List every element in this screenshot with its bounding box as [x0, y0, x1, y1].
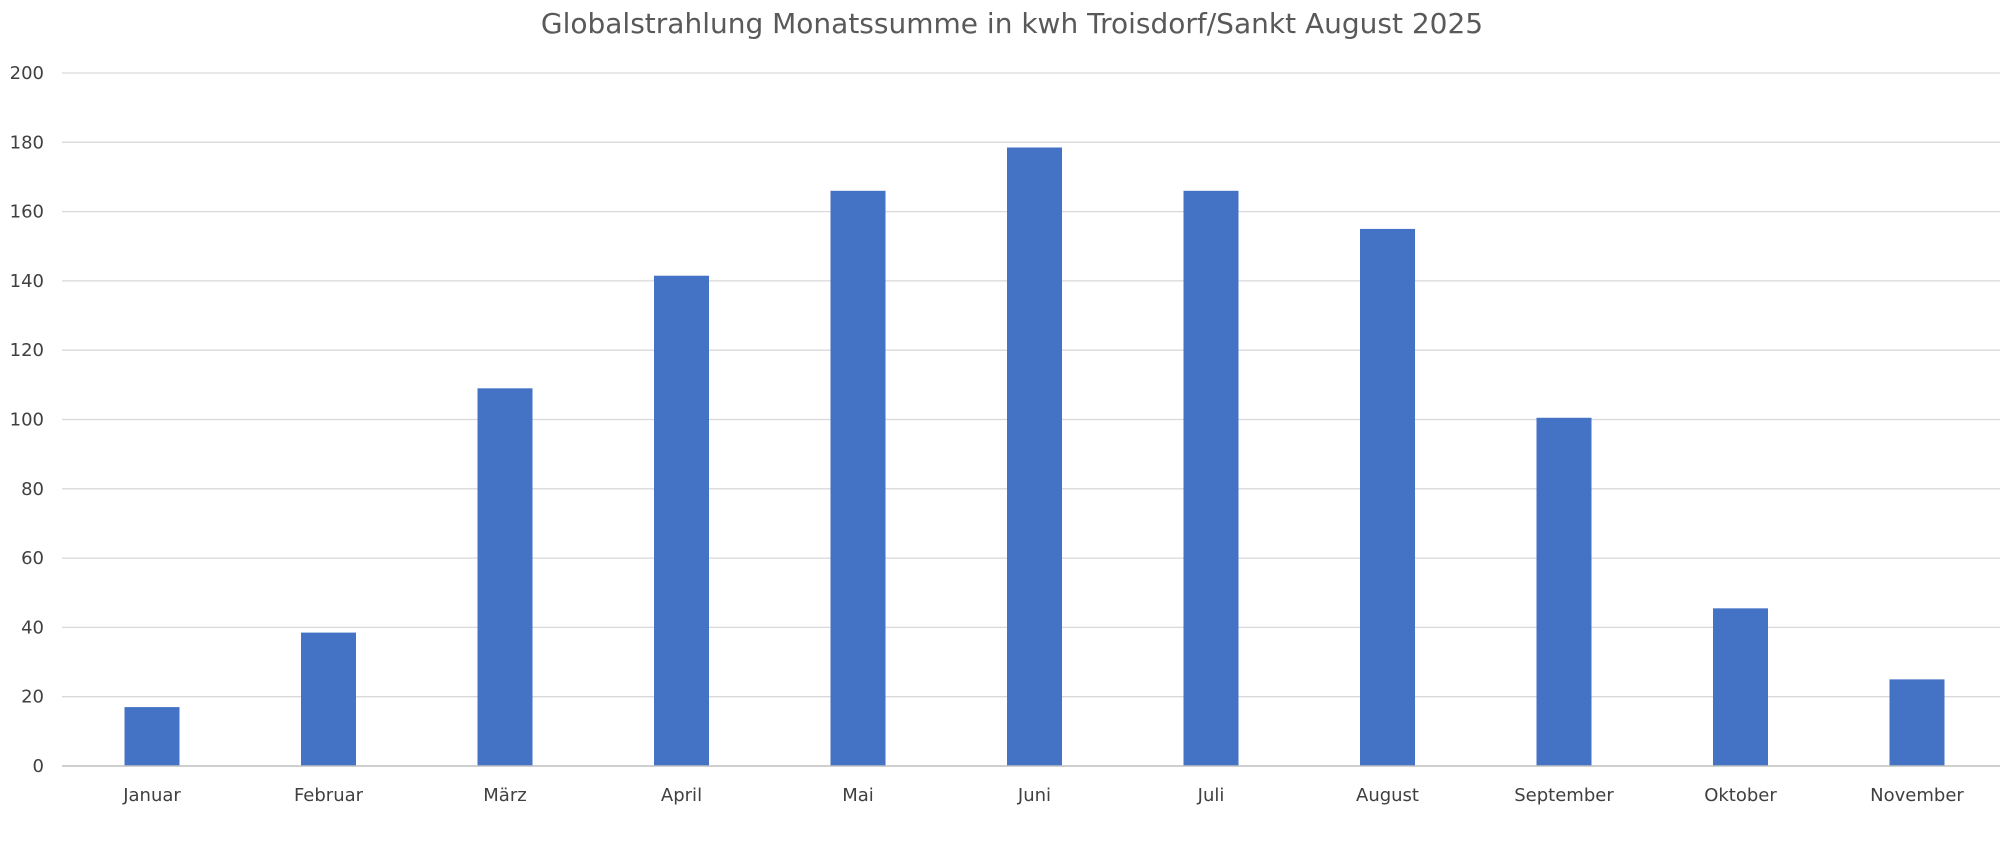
x-tick-label: September	[1514, 785, 1614, 806]
y-tick-label: 20	[21, 687, 44, 708]
bar-juli	[1183, 190, 1239, 766]
bars	[124, 147, 1945, 767]
y-axis-tick-labels: 0 20 40 60 80 100 120 140 160 180 200	[10, 63, 44, 777]
bar-november	[1889, 679, 1945, 766]
x-tick-label: Januar	[122, 785, 181, 806]
y-tick-label: 80	[21, 479, 44, 500]
x-tick-label: August	[1356, 785, 1419, 806]
y-tick-label: 180	[10, 132, 44, 153]
y-tick-label: 60	[21, 548, 44, 569]
bar-oktober	[1713, 608, 1768, 766]
chart-title: Globalstrahlung Monatssumme in kwh Trois…	[541, 7, 1483, 40]
bar-juni	[1007, 147, 1062, 766]
bar-april	[654, 275, 709, 766]
y-tick-label: 140	[10, 271, 44, 292]
bar-september	[1536, 417, 1592, 766]
bar-februar	[301, 632, 356, 766]
x-tick-label: Juli	[1197, 785, 1225, 806]
y-tick-label: 40	[21, 617, 44, 638]
bar-mai	[830, 190, 886, 766]
x-tick-label: Februar	[294, 785, 364, 806]
x-tick-label: Oktober	[1704, 785, 1777, 806]
x-tick-label: Juni	[1017, 785, 1051, 806]
y-tick-label: 200	[10, 63, 44, 84]
bar-januar	[124, 707, 180, 766]
y-tick-label: 120	[10, 340, 44, 361]
x-tick-label: April	[661, 785, 702, 806]
bar-märz	[477, 388, 533, 766]
y-tick-label: 0	[33, 756, 44, 777]
x-tick-label: März	[483, 785, 526, 806]
y-tick-label: 160	[10, 202, 44, 223]
x-axis-tick-labels: Januar Februar März April Mai Juni Juli August S…	[122, 785, 1964, 806]
y-tick-label: 100	[10, 410, 44, 431]
bar-august	[1360, 228, 1415, 767]
x-tick-label: Mai	[842, 785, 874, 806]
x-tick-label: November	[1870, 785, 1964, 806]
